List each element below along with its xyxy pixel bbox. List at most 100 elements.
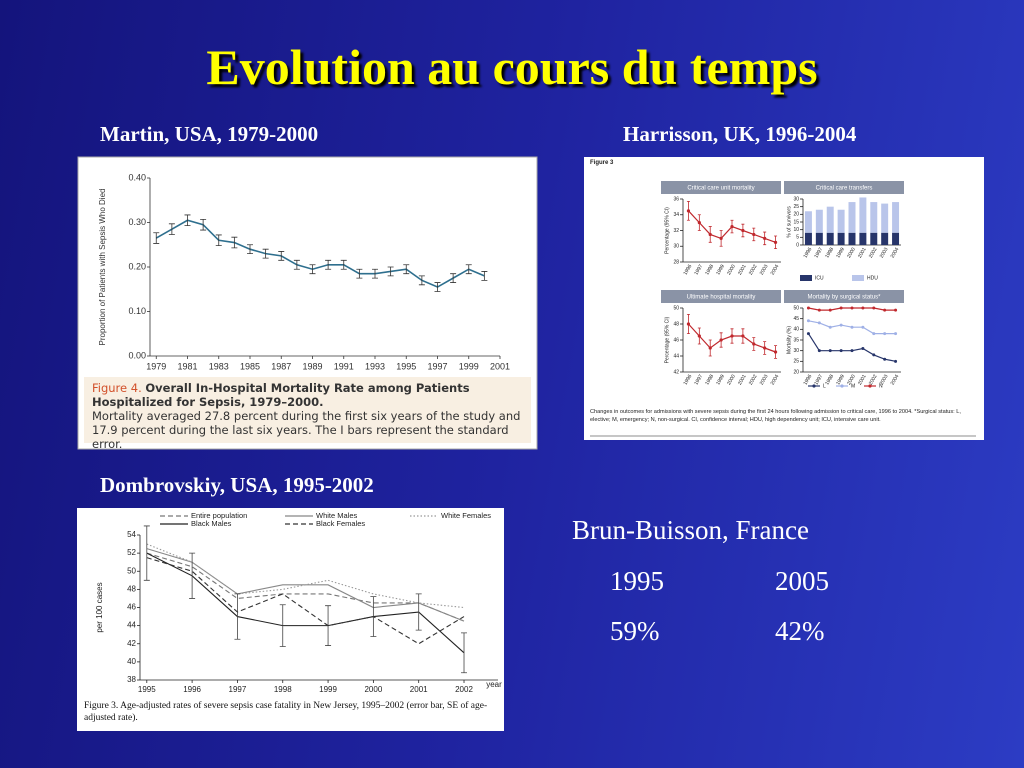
point bbox=[861, 347, 865, 351]
x-tick-label: 2000 bbox=[726, 263, 737, 276]
y-tick-label: 50 bbox=[673, 305, 679, 311]
bar bbox=[815, 232, 823, 245]
error-bar bbox=[231, 236, 238, 249]
error-bar bbox=[372, 268, 378, 279]
bar bbox=[881, 232, 889, 245]
point bbox=[741, 334, 745, 338]
point bbox=[806, 306, 810, 310]
y-tick-label: 30 bbox=[793, 348, 799, 354]
x-tick-label: 1998 bbox=[704, 373, 715, 386]
error-bar bbox=[325, 259, 332, 270]
x-axis-label: year bbox=[486, 680, 502, 689]
y-tick-label: 25 bbox=[793, 359, 799, 365]
y-axis-label: per 100 cases bbox=[95, 582, 104, 632]
bar bbox=[837, 209, 845, 233]
y-tick-label: 32 bbox=[673, 228, 679, 234]
mortality: 59% bbox=[610, 616, 660, 646]
y-axis-label: Mortality (%) bbox=[786, 326, 792, 354]
y-tick-label: 0.00 bbox=[128, 350, 146, 360]
y-tick-label: 42 bbox=[673, 369, 679, 375]
x-tick-label: 1998 bbox=[704, 263, 715, 276]
caption-box bbox=[84, 377, 531, 443]
y-axis-label: Percentage (95% CI) bbox=[664, 207, 670, 254]
panel-title-bar bbox=[661, 290, 781, 303]
bar bbox=[859, 232, 867, 245]
x-tick-label: 1985 bbox=[240, 361, 260, 371]
bar bbox=[892, 202, 900, 233]
legend-label: N bbox=[879, 383, 883, 389]
mortality: 42% bbox=[775, 616, 825, 646]
x-tick-label: 1991 bbox=[334, 361, 354, 371]
x-tick-label: 1997 bbox=[813, 373, 824, 386]
y-tick-label: 44 bbox=[673, 353, 679, 359]
x-tick-label: 1995 bbox=[138, 685, 156, 694]
panel-title: Ultimate hospital mortality bbox=[687, 295, 756, 301]
series-line bbox=[146, 557, 465, 645]
x-tick-label: 1996 bbox=[683, 373, 694, 386]
error-bar bbox=[278, 251, 285, 261]
point bbox=[708, 346, 712, 350]
y-tick-label: 28 bbox=[673, 259, 679, 265]
x-tick-label: 1998 bbox=[824, 373, 835, 386]
point bbox=[697, 221, 701, 225]
x-tick-label: 1997 bbox=[813, 246, 824, 259]
point bbox=[763, 346, 767, 350]
x-tick-label: 2003 bbox=[879, 373, 890, 386]
y-tick-label: 20 bbox=[793, 369, 799, 375]
x-tick-label: 1993 bbox=[365, 361, 385, 371]
y-tick-label: 50 bbox=[127, 566, 136, 575]
panel-label: Dombrovskiy, USA, 1995-2002 bbox=[100, 473, 374, 497]
panel-label: Martin, USA, 1979-2000 bbox=[100, 122, 319, 146]
point bbox=[730, 224, 734, 229]
figure-label: Figure 4. bbox=[92, 381, 142, 395]
error-bar bbox=[450, 273, 457, 283]
bar bbox=[848, 232, 856, 245]
point bbox=[828, 308, 832, 312]
error-bar bbox=[247, 244, 253, 255]
point bbox=[850, 325, 854, 329]
y-tick-label: 50 bbox=[793, 305, 799, 311]
y-tick-label: 38 bbox=[127, 675, 136, 684]
point bbox=[839, 306, 843, 310]
x-tick-label: 2004 bbox=[890, 246, 901, 259]
x-tick-label: 1997 bbox=[229, 685, 247, 694]
legend-swatch bbox=[840, 384, 844, 388]
error-bar bbox=[184, 214, 191, 227]
x-tick-label: 2001 bbox=[737, 263, 748, 276]
error-bar bbox=[143, 525, 150, 581]
y-tick-label: 45 bbox=[793, 316, 799, 322]
y-tick-label: 40 bbox=[793, 327, 799, 333]
legend-label: Black Males bbox=[191, 519, 232, 528]
point bbox=[861, 306, 865, 310]
point bbox=[752, 342, 756, 346]
bar bbox=[815, 209, 823, 233]
x-tick-label: 1987 bbox=[271, 361, 291, 371]
point bbox=[872, 353, 876, 357]
year: 2005 bbox=[775, 566, 829, 596]
point bbox=[828, 325, 832, 329]
x-tick-label: 1999 bbox=[835, 246, 846, 259]
point bbox=[883, 308, 887, 312]
x-tick-label: 1996 bbox=[183, 685, 201, 694]
x-tick-label: 2001 bbox=[857, 246, 868, 259]
y-tick-label: 48 bbox=[673, 321, 679, 327]
y-tick-label: 42 bbox=[127, 639, 136, 648]
slide-title: Evolution au cours du temps bbox=[206, 39, 818, 95]
x-tick-label: 1997 bbox=[427, 361, 447, 371]
point bbox=[883, 332, 887, 336]
x-tick-label: 2002 bbox=[748, 263, 759, 276]
bar bbox=[804, 211, 812, 233]
error-bar bbox=[415, 593, 422, 631]
point bbox=[719, 338, 723, 342]
error-bar bbox=[309, 264, 316, 275]
panel-title-bar bbox=[784, 290, 904, 303]
legend-label: L bbox=[823, 383, 826, 389]
panel-title: Critical care transfers bbox=[816, 186, 873, 192]
year: 1995 bbox=[610, 566, 664, 596]
y-tick-label: 0.20 bbox=[128, 261, 146, 271]
figure-label: Figure 3 bbox=[590, 160, 614, 166]
legend-label: ICU bbox=[815, 275, 824, 281]
point bbox=[817, 321, 821, 325]
x-tick-label: 2002 bbox=[868, 373, 879, 386]
bar bbox=[881, 203, 889, 233]
